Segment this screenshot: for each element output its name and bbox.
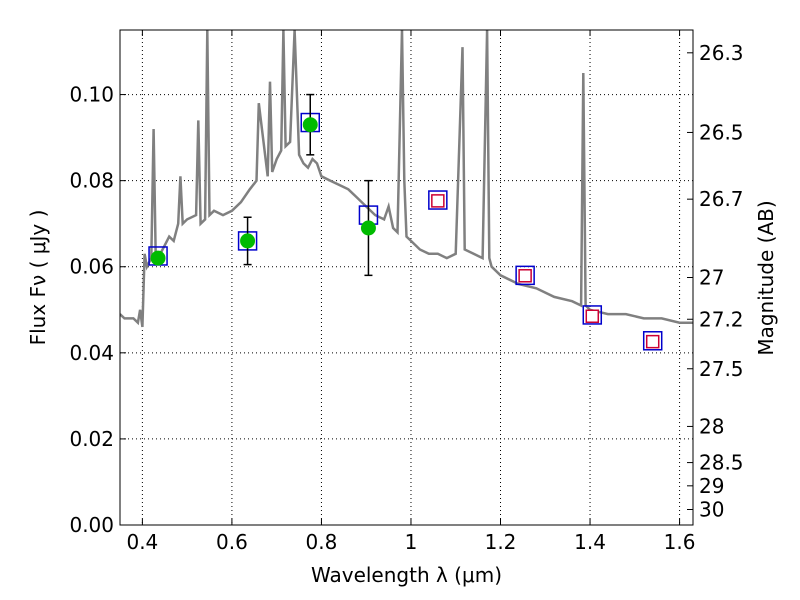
y2-tick-label: 27.5 (699, 357, 744, 381)
y2-tick-label: 27 (699, 266, 724, 290)
observed-point (150, 250, 166, 266)
y2-tick-label: 29 (699, 474, 724, 498)
y2-tick-label: 26.3 (699, 41, 744, 65)
x-tick-label: 1.6 (664, 530, 696, 554)
predicted-photometry-square (645, 334, 660, 349)
x-tick-label: 0.8 (306, 530, 338, 554)
y-axis-label: Flux Fν ( μJy ) (26, 210, 50, 346)
y2-tick-label: 30 (699, 498, 724, 522)
model-photometry-square (515, 265, 535, 286)
model-photometry-square (642, 331, 663, 351)
x-axis-label: Wavelength λ (μm) (311, 563, 502, 587)
y2-tick-label: 27.2 (699, 307, 744, 331)
observed-point (240, 233, 256, 249)
model-photometry-square (582, 305, 603, 325)
predicted-photometry-square (585, 309, 600, 323)
y-tick-label: 0.02 (69, 427, 114, 451)
x-tick-label: 0.4 (126, 530, 158, 554)
observed-point (360, 220, 376, 236)
y-tick-label: 0.08 (69, 169, 114, 193)
predicted-photometry-square (431, 194, 445, 208)
observed-point (302, 117, 318, 133)
chart-marks (120, 30, 693, 351)
x-tick-label: 1.4 (574, 530, 606, 554)
spectrum-line (120, 30, 693, 328)
axis-ticks: 0.4 0.6 0.8 1 1.2 1.4 1.6 0.00 0.02 0.04 0.06 0.08 0… (69, 30, 744, 554)
y2-tick-label: 28 (699, 414, 724, 438)
predicted-photometry-square (518, 269, 532, 283)
y2-tick-label: 28.5 (699, 451, 744, 475)
x-tick-label: 1.2 (485, 530, 517, 554)
y-tick-label: 0.04 (69, 341, 114, 365)
y2-axis-label: Magnitude (AB) (754, 200, 778, 355)
x-tick-label: 1 (405, 530, 418, 554)
y-tick-label: 0.00 (69, 513, 114, 537)
x-tick-label: 0.6 (216, 530, 248, 554)
model-photometry-square (428, 190, 448, 210)
y-tick-label: 0.10 (69, 83, 114, 107)
y-tick-label: 0.06 (69, 255, 114, 279)
y2-tick-label: 26.5 (699, 120, 744, 144)
y2-tick-label: 26.7 (699, 187, 744, 211)
grid-lines (120, 30, 693, 526)
